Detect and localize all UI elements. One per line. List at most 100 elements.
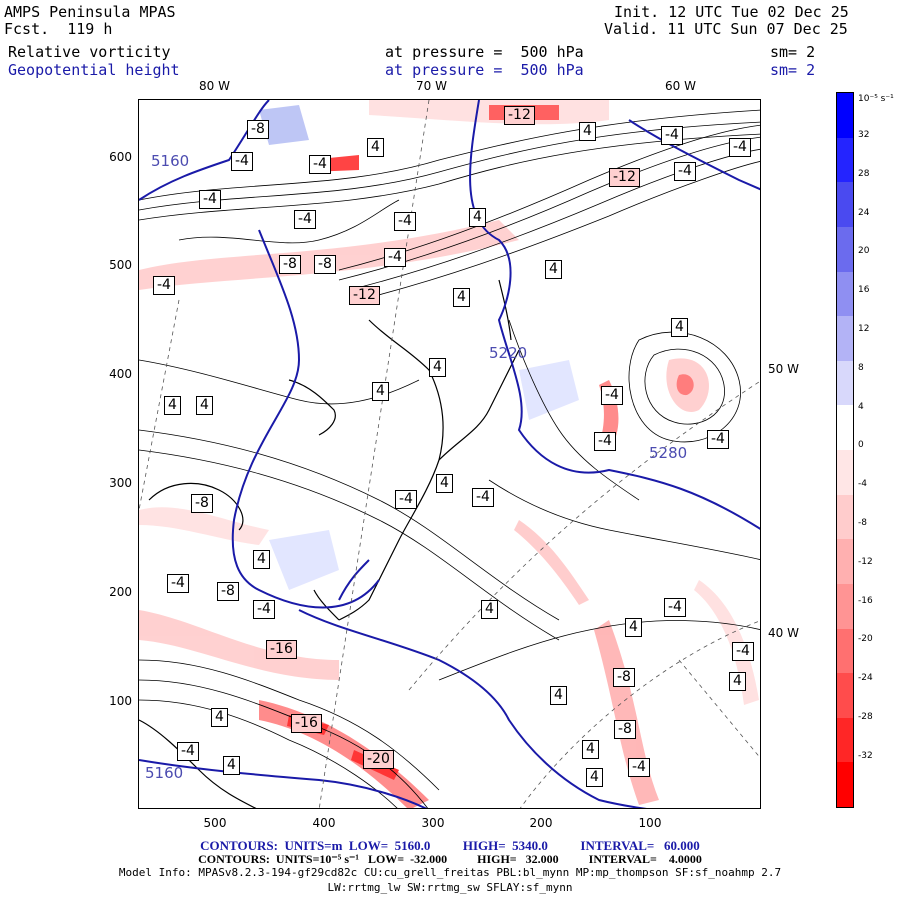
vorticity-contour-label: -4 xyxy=(664,598,686,617)
vorticity-contour-label: -4 xyxy=(395,490,417,509)
field1-pressure: at pressure = 500 hPa xyxy=(385,43,584,61)
vorticity-contour-label: -4 xyxy=(472,488,494,507)
colorbar-label: -4 xyxy=(858,479,867,490)
colorbar-segment xyxy=(837,182,853,227)
colorbar-unit: 10⁻⁵ s⁻¹ xyxy=(858,94,894,104)
vorticity-contour-label: -4 xyxy=(729,138,751,157)
colorbar-segment xyxy=(837,316,853,361)
footer-model-info-2: LW:rrtmg_lw SW:rrtmg_sw SFLAY:sf_mynn xyxy=(327,881,573,894)
vorticity-contour-label: 4 xyxy=(253,550,270,569)
colorbar-segment xyxy=(837,93,853,138)
lon-label-80w: 80 W xyxy=(199,79,230,93)
vorticity-contour-label: -4 xyxy=(601,386,623,405)
colorbar-segment xyxy=(837,494,853,540)
vorticity-contour-label: -4 xyxy=(707,430,729,449)
vorticity-contour-label: 4 xyxy=(164,396,181,415)
vorticity-contour-label: 4 xyxy=(196,396,213,415)
footer-model-info: Model Info: MPASv8.2.3-194-gf29cd82c CU:… xyxy=(118,866,782,879)
lon-label-70w: 70 W xyxy=(416,79,447,93)
height-label: 5160 xyxy=(145,764,184,782)
vorticity-contour-label: -4 xyxy=(153,276,175,295)
vorticity-contour-label: -4 xyxy=(199,190,221,209)
init-time: Init. 12 UTC Tue 02 Dec 25 xyxy=(614,3,849,21)
colorbar-segment xyxy=(837,226,853,272)
x-tick-300: 300 xyxy=(421,816,445,830)
vorticity-contour-label: 4 xyxy=(436,474,453,493)
colorbar-label: 28 xyxy=(858,168,870,179)
vorticity-contour-label: -16 xyxy=(266,640,297,659)
vorticity-contour-label: -4 xyxy=(294,210,316,229)
vorticity-contour-label: 4 xyxy=(469,208,486,227)
vorticity-contour-label: 4 xyxy=(211,708,228,727)
vorticity-contour-label: -20 xyxy=(363,750,394,769)
vorticity-contour-label: -8 xyxy=(217,582,239,601)
vorticity-contour-label: -12 xyxy=(504,106,535,125)
colorbar-label: 8 xyxy=(858,362,864,373)
colorbar-segment xyxy=(837,673,853,718)
vorticity-contour-label: -8 xyxy=(279,255,301,274)
vorticity-contour-label: -4 xyxy=(594,432,616,451)
lat-lon-grid xyxy=(139,100,760,808)
valid-time: Valid. 11 UTC Sun 07 Dec 25 xyxy=(604,20,848,38)
colorbar-label: 24 xyxy=(858,207,870,218)
vorticity-contour-label: -8 xyxy=(191,494,213,513)
vorticity-contour-label: -16 xyxy=(291,714,322,733)
field1-name: Relative vorticity xyxy=(8,43,171,61)
vorticity-contour-label: 4 xyxy=(223,756,240,775)
lon-label-50w: 50 W xyxy=(768,362,799,376)
colorbar-segment xyxy=(837,360,853,406)
vorticity-contour-label: -8 xyxy=(247,120,269,139)
x-tick-500: 500 xyxy=(203,816,227,830)
vorticity-contour-label: -12 xyxy=(609,168,640,187)
x-tick-200: 200 xyxy=(529,816,553,830)
vorticity-contour-label: -4 xyxy=(309,155,331,174)
colorbar-label: -12 xyxy=(858,556,873,567)
colorbar-segment xyxy=(837,450,853,495)
vorticity-contour-label: 4 xyxy=(625,618,642,637)
y-tick-400: 400 xyxy=(109,367,132,381)
colorbar-label: -32 xyxy=(858,750,873,761)
vorticity-contour-label: 4 xyxy=(429,358,446,377)
colorbar-label: 20 xyxy=(858,246,870,257)
vorticity-contour-label: -8 xyxy=(314,255,336,274)
vorticity-contour-label: -4 xyxy=(661,126,683,145)
colorbar-label: 32 xyxy=(858,130,870,140)
vorticity-contour-label: 4 xyxy=(729,672,746,691)
vorticity-contour-label: -4 xyxy=(384,248,406,267)
colorbar xyxy=(836,92,854,808)
vorticity-contour-label: 4 xyxy=(582,740,599,759)
vorticity-contour-label: 4 xyxy=(372,382,389,401)
field2-smoothing: sm= 2 xyxy=(770,61,816,79)
vorticity-contour-label: -4 xyxy=(231,152,253,171)
vorticity-contour-label: 4 xyxy=(579,122,596,141)
vorticity-contour-label: -4 xyxy=(674,162,696,181)
colorbar-label: 12 xyxy=(858,324,870,334)
y-tick-600: 600 xyxy=(109,150,132,164)
colorbar-segment xyxy=(837,271,853,317)
vorticity-contour-label: 4 xyxy=(671,318,688,337)
height-label: 5160 xyxy=(151,152,190,170)
y-tick-200: 200 xyxy=(109,585,132,599)
footer-vorticity-contours: CONTOURS: UNITS=10⁻⁵ s⁻¹ LOW= -32.000 HI… xyxy=(198,852,702,866)
height-label: 5280 xyxy=(649,444,688,462)
y-tick-300: 300 xyxy=(109,476,132,490)
colorbar-segment xyxy=(837,762,853,807)
y-tick-100: 100 xyxy=(109,694,132,708)
colorbar-segment xyxy=(837,717,853,763)
colorbar-label: 0 xyxy=(858,440,864,451)
colorbar-label: 16 xyxy=(858,285,870,296)
vorticity-contour-label: 4 xyxy=(550,686,567,705)
vorticity-contour-label: -8 xyxy=(613,668,635,687)
colorbar-label: 4 xyxy=(858,401,864,412)
map-plot: 5160 5160 5220 5280 -8 4 -12 4 -4 -4 -4 -4 -12 -4… xyxy=(138,99,761,809)
colorbar-label: -28 xyxy=(858,712,873,722)
lon-label-40w: 40 W xyxy=(768,626,799,640)
forecast-hour: Fcst. 119 h xyxy=(4,20,113,38)
vorticity-contour-label: 4 xyxy=(453,288,470,307)
colorbar-segment xyxy=(837,539,853,584)
vorticity-contour-label: 4 xyxy=(481,600,498,619)
vorticity-contour-label: -4 xyxy=(732,642,754,661)
vorticity-contour-label: -4 xyxy=(177,742,199,761)
colorbar-label: -16 xyxy=(858,595,873,606)
vorticity-contour-label: 4 xyxy=(545,260,562,279)
